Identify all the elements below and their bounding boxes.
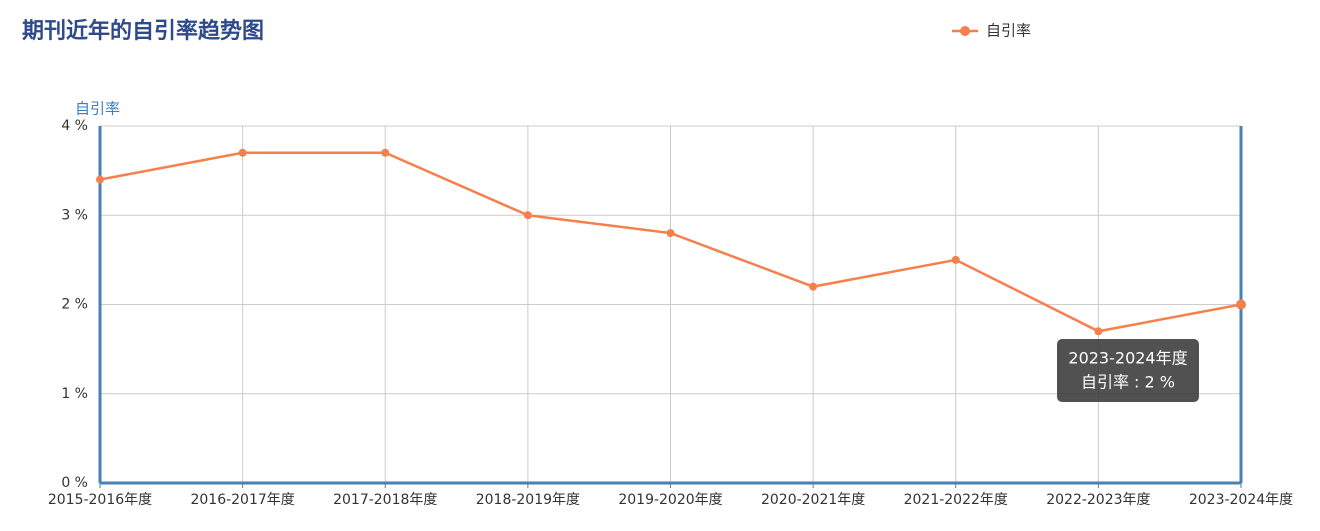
x-tick-label: 2019-2020年度 xyxy=(618,492,722,508)
x-tick-label: 2020-2021年度 xyxy=(761,492,865,508)
x-tick-label: 2017-2018年度 xyxy=(333,492,437,508)
x-tick-label: 2015-2016年度 xyxy=(48,492,152,508)
y-tick-label: 3 % xyxy=(61,207,88,223)
data-point xyxy=(523,211,532,220)
tooltip-text: 自引率 : 2 % xyxy=(1081,373,1175,392)
x-tick-label: 2016-2017年度 xyxy=(190,492,294,508)
data-point xyxy=(96,175,104,184)
tooltip-title: 2023-2024年度 xyxy=(1068,349,1187,368)
legend-label: 自引率 xyxy=(986,22,1031,40)
y-axis-label: 自引率 xyxy=(75,100,120,118)
data-point xyxy=(1236,299,1246,310)
x-tick-label: 2023-2024年度 xyxy=(1189,492,1293,508)
data-point xyxy=(951,255,960,264)
y-tick-label: 2 % xyxy=(61,297,88,313)
tooltip xyxy=(1057,339,1199,402)
x-tick-label: 2022-2023年度 xyxy=(1046,492,1150,508)
y-tick-label: 0 % xyxy=(61,475,88,491)
data-point xyxy=(238,148,247,157)
chart-title: 期刊近年的自引率趋势图 xyxy=(22,18,264,44)
x-tick-label: 2021-2022年度 xyxy=(904,492,1008,508)
data-point xyxy=(809,282,818,291)
legend-marker xyxy=(960,26,970,36)
x-tick-label: 2018-2019年度 xyxy=(476,492,580,508)
data-point xyxy=(666,229,675,238)
data-point xyxy=(381,148,390,157)
y-tick-label: 1 % xyxy=(61,386,88,402)
data-point xyxy=(1094,327,1103,336)
y-tick-label: 4 % xyxy=(61,118,88,134)
